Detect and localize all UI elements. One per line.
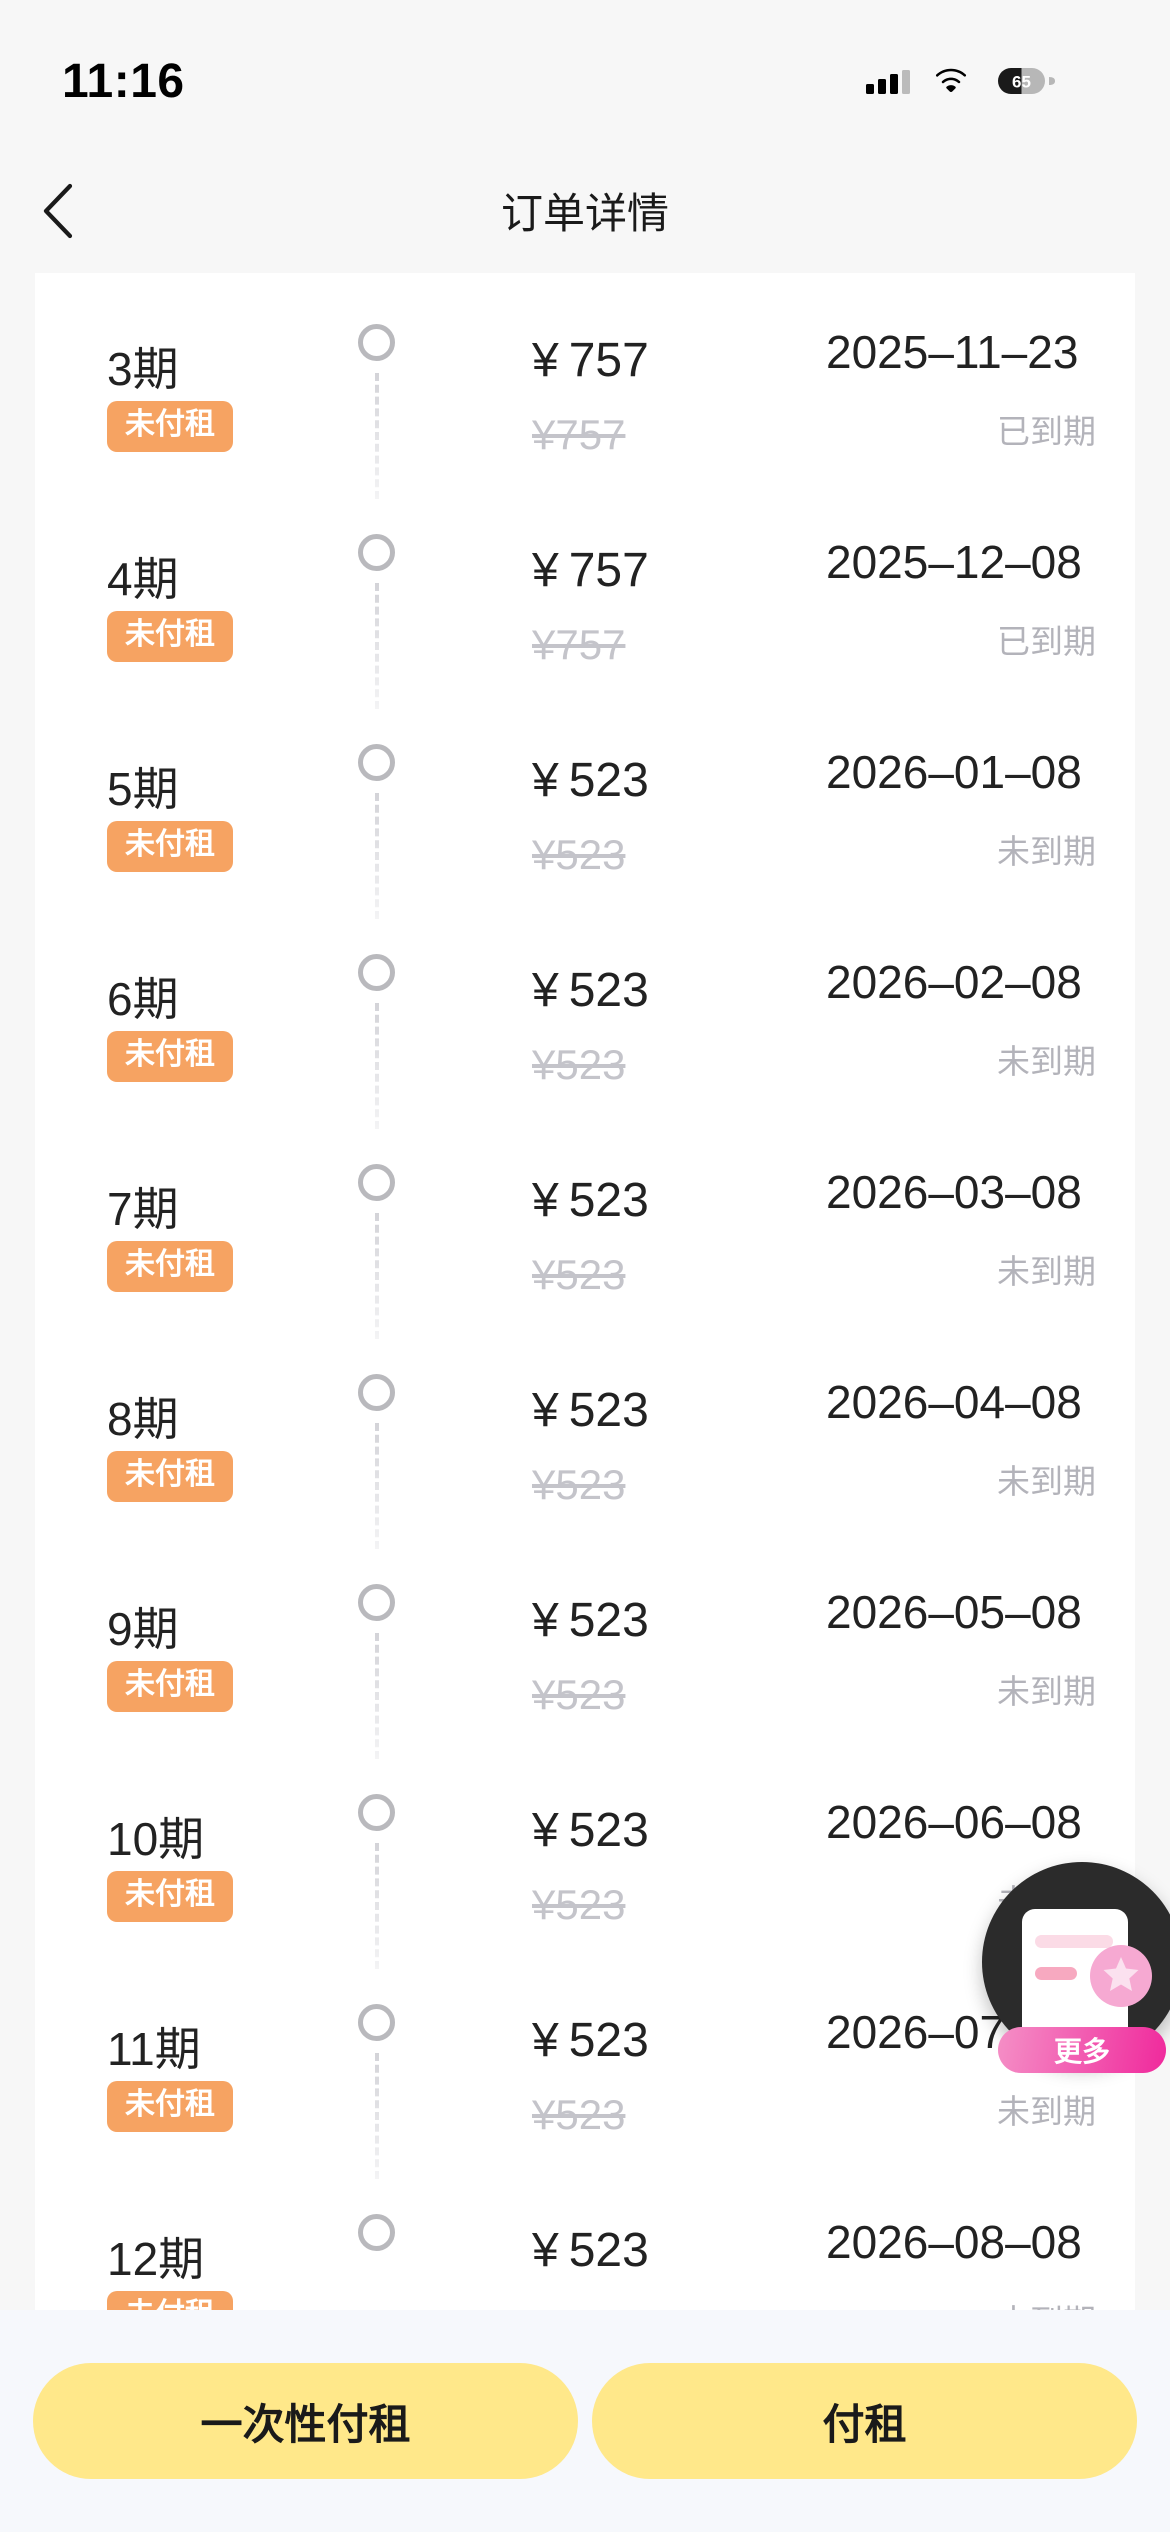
svg-text:65: 65 [1012,73,1031,92]
